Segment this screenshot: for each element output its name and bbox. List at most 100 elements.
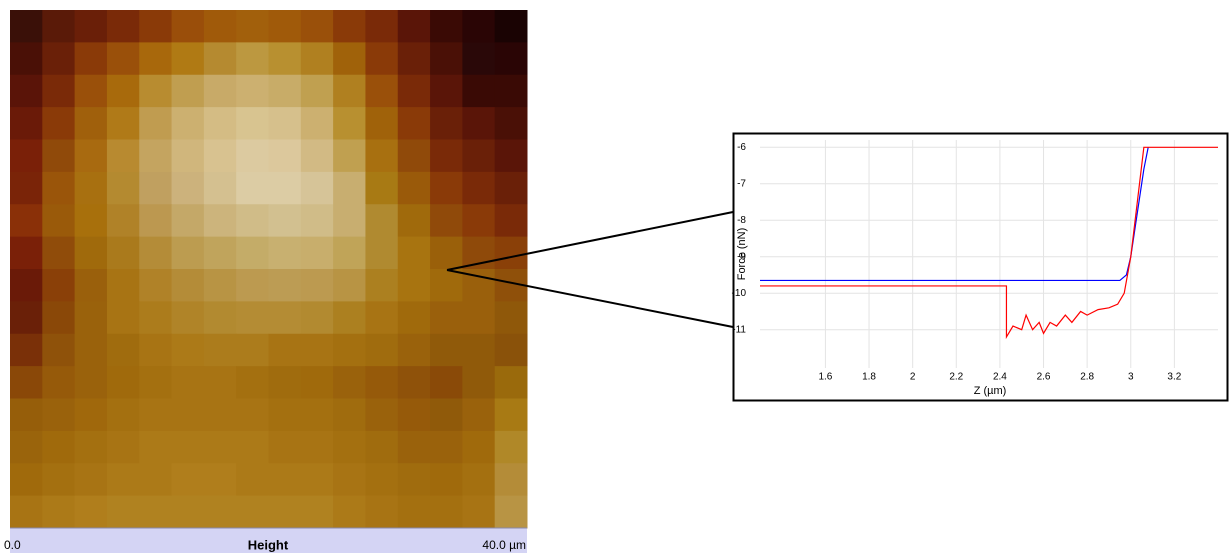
pixel	[75, 431, 108, 464]
pixel	[462, 496, 495, 529]
pixel	[139, 463, 172, 496]
pixel	[139, 334, 172, 367]
pixel	[204, 301, 237, 334]
pixel	[107, 237, 140, 270]
pixel	[42, 140, 75, 173]
pixel	[301, 172, 334, 205]
pixel	[430, 172, 463, 205]
x-tick-label: 1.6	[818, 372, 832, 383]
pixel	[172, 237, 205, 270]
pixel	[172, 75, 205, 108]
pixel	[236, 140, 269, 173]
pixel	[10, 269, 43, 302]
pixel	[172, 10, 205, 43]
pixel	[333, 496, 366, 529]
pixel	[42, 172, 75, 205]
pixel	[462, 301, 495, 334]
pixel	[107, 399, 140, 432]
pixel	[495, 366, 528, 399]
pixel	[139, 399, 172, 432]
pixel	[10, 75, 43, 108]
y-tick-label: -11	[732, 324, 746, 335]
pixel	[204, 172, 237, 205]
pixel	[172, 301, 205, 334]
y-axis-label: Force (nN)	[736, 228, 748, 281]
pixel	[398, 140, 431, 173]
pixel	[172, 107, 205, 140]
y-tick-label: -6	[737, 142, 746, 153]
pixel	[495, 75, 528, 108]
pixel	[42, 399, 75, 432]
pixel	[430, 107, 463, 140]
pixel	[172, 204, 205, 237]
pixel	[365, 75, 398, 108]
pixel	[301, 269, 334, 302]
pixel	[42, 431, 75, 464]
pixel	[42, 463, 75, 496]
pixel	[269, 237, 302, 270]
pixel	[398, 431, 431, 464]
pixel	[333, 42, 366, 75]
pixel	[75, 10, 108, 43]
pixel	[269, 366, 302, 399]
pixel	[236, 399, 269, 432]
pixel	[365, 172, 398, 205]
pixel	[462, 172, 495, 205]
pixel	[398, 366, 431, 399]
pixel	[236, 10, 269, 43]
pixel	[301, 42, 334, 75]
pixel	[107, 334, 140, 367]
pixel	[42, 237, 75, 270]
scale-end: 40.0 µm	[482, 538, 526, 552]
pixel	[301, 75, 334, 108]
pixel	[42, 334, 75, 367]
pixel	[430, 10, 463, 43]
x-tick-label: 2.6	[1037, 372, 1051, 383]
pixel	[269, 10, 302, 43]
pixel	[365, 237, 398, 270]
pixel	[333, 366, 366, 399]
pixel	[75, 140, 108, 173]
pixel	[172, 366, 205, 399]
pixel	[333, 140, 366, 173]
y-tick-label: -8	[737, 215, 746, 226]
pixel	[10, 107, 43, 140]
pixel	[398, 399, 431, 432]
pixel	[236, 237, 269, 270]
pixel	[398, 496, 431, 529]
pixel	[495, 301, 528, 334]
pixel	[333, 10, 366, 43]
pixel	[42, 496, 75, 529]
pixel	[333, 334, 366, 367]
pixel	[10, 237, 43, 270]
pixel	[172, 463, 205, 496]
pixel	[204, 431, 237, 464]
pixel	[269, 204, 302, 237]
pixel	[139, 431, 172, 464]
pixel	[204, 269, 237, 302]
pixel	[495, 107, 528, 140]
pixel	[75, 399, 108, 432]
pixel	[236, 463, 269, 496]
pixel	[236, 431, 269, 464]
pixel	[107, 42, 140, 75]
pixel	[430, 269, 463, 302]
pixel	[236, 172, 269, 205]
pixel	[398, 10, 431, 43]
pixel	[10, 140, 43, 173]
pixel	[75, 107, 108, 140]
pixel	[269, 42, 302, 75]
pixel	[430, 140, 463, 173]
pixel	[398, 107, 431, 140]
pixel	[107, 463, 140, 496]
x-tick-label: 2.8	[1080, 372, 1094, 383]
pixel	[462, 399, 495, 432]
pixel	[365, 42, 398, 75]
pixel	[204, 204, 237, 237]
pixel	[495, 496, 528, 529]
pixel	[269, 431, 302, 464]
pixel	[139, 140, 172, 173]
pixel	[139, 42, 172, 75]
pixel	[204, 42, 237, 75]
